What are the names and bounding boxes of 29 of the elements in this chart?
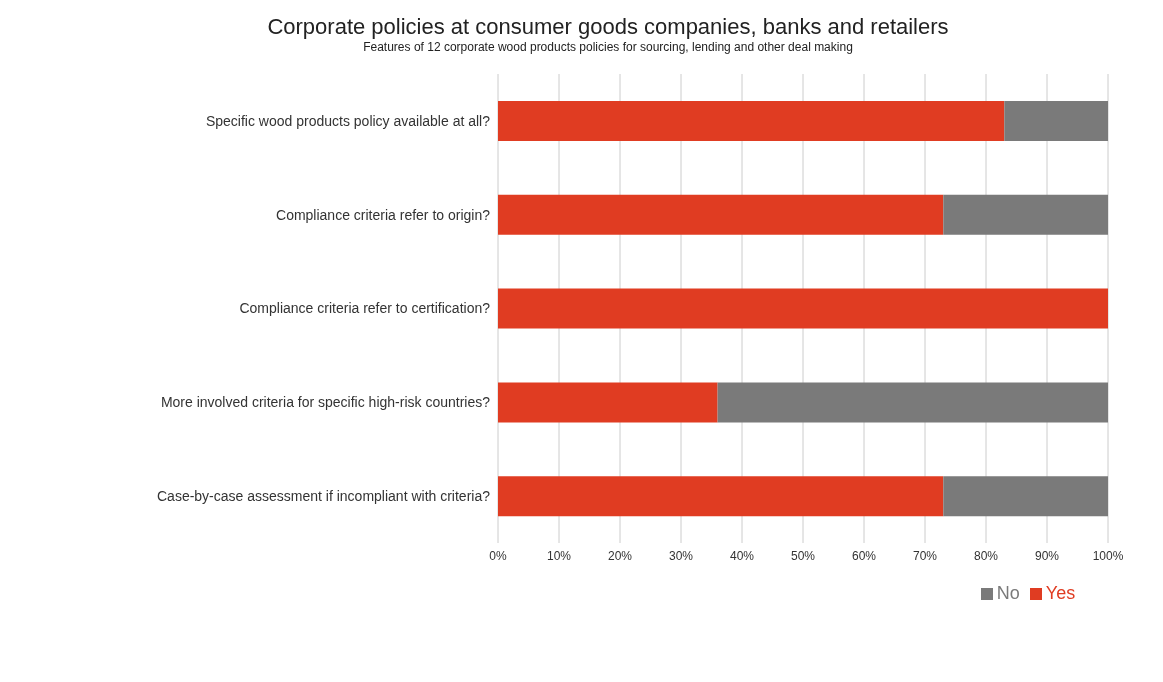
x-tick-label: 20%: [607, 548, 633, 563]
x-tick-label: 10%: [546, 548, 572, 563]
legend-label: No: [996, 583, 1020, 603]
x-tick-label: 40%: [729, 548, 755, 563]
y-tick-label: Compliance criteria refer to certification?: [239, 300, 491, 317]
bar: [498, 476, 944, 517]
x-tick-label: 90%: [1034, 548, 1060, 563]
x-tick-label: 100%: [1092, 548, 1124, 563]
bar: [943, 476, 1108, 517]
y-tick-label: Specific wood products policy available at all?: [205, 112, 491, 129]
y-tick-label: Compliance criteria refer to origin?: [276, 206, 491, 223]
bar: [943, 194, 1108, 235]
legend-label: Yes: [1045, 583, 1076, 603]
y-tick-label: Case-by-case assessment if incompliant with criteria?: [156, 488, 491, 505]
bar: [498, 288, 1108, 329]
x-tick-label: 0%: [489, 548, 507, 563]
bar: [1004, 101, 1108, 141]
chart-title: Corporate policies at consumer goods companies, banks and retailers: [266, 14, 950, 40]
bar: [498, 101, 1005, 141]
bar: [498, 382, 718, 423]
x-tick-label: 60%: [851, 548, 877, 563]
x-tick-label: 50%: [790, 548, 816, 563]
x-tick-label: 70%: [912, 548, 938, 563]
x-tick-label: 80%: [973, 548, 999, 563]
y-tick-label: More involved criteria for specific high-risk countries?: [160, 394, 491, 411]
bar: [498, 194, 944, 235]
x-tick-label: 30%: [668, 548, 694, 563]
chart-subtitle: Features of 12 corporate wood products policies for sourcing, lending and other deal making: [362, 40, 854, 54]
bar: [717, 382, 1108, 423]
